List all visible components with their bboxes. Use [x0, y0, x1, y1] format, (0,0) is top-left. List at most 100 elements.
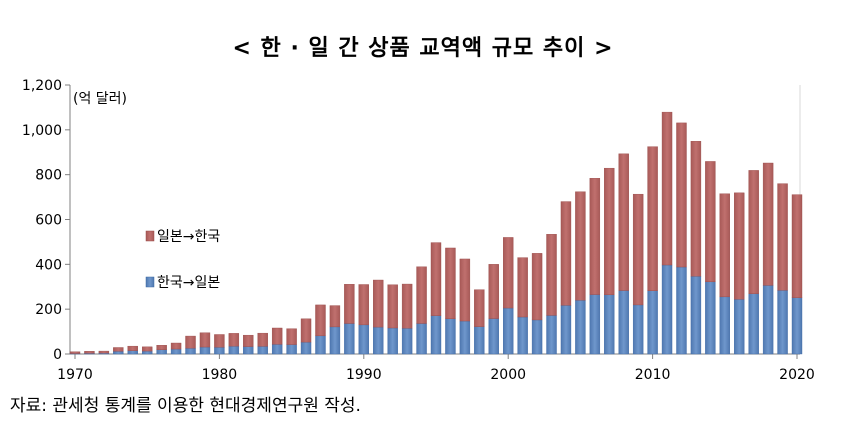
bar-korea-to-japan — [329, 326, 341, 355]
unit-label: (억 달러) — [73, 91, 127, 107]
bar-korea-to-japan — [286, 344, 297, 355]
bar-japan-to-korea — [575, 191, 586, 301]
bar-japan-to-korea — [647, 146, 658, 291]
bar-korea-to-japan — [430, 315, 442, 355]
bar-japan-to-korea — [546, 234, 557, 316]
bar-korea-to-japan — [762, 285, 774, 355]
bar-korea-to-japan — [141, 350, 153, 355]
bar-japan-to-korea — [560, 201, 572, 306]
bar-korea-to-japan — [300, 341, 312, 355]
bar-korea-to-japan — [661, 264, 673, 355]
bar-korea-to-japan — [791, 297, 803, 355]
source-note: 자료: 관세청 통계를 이용한 현대경제연구원 작성. — [10, 396, 361, 416]
bar-japan-to-korea — [517, 257, 528, 318]
bar-japan-to-korea — [604, 167, 615, 296]
bar-japan-to-korea — [141, 346, 153, 352]
bar-japan-to-korea — [329, 305, 341, 328]
bar-korea-to-japan — [734, 299, 745, 355]
bar-korea-to-japan — [546, 315, 557, 355]
bar-japan-to-korea — [690, 141, 702, 277]
bar-korea-to-japan — [632, 304, 644, 355]
chart-axes: 0 200 400 600 800 1,000 1,200 1970 1980 1990 2000 2… — [22, 78, 815, 383]
bar-japan-to-korea — [445, 247, 456, 320]
bar-japan-to-korea — [387, 284, 398, 329]
bar-japan-to-korea — [170, 342, 182, 350]
chart-bars — [69, 111, 803, 355]
bar-japan-to-korea — [661, 111, 673, 266]
bar-korea-to-japan — [488, 318, 499, 355]
bar-korea-to-japan — [315, 335, 326, 355]
bar-korea-to-japan — [170, 348, 182, 355]
bar-japan-to-korea — [271, 327, 283, 345]
bar-japan-to-korea — [185, 335, 196, 349]
bar-japan-to-korea — [416, 266, 427, 324]
x-tick-label: 2000 — [490, 367, 526, 383]
y-tick-label: 1,000 — [22, 123, 62, 139]
bar-japan-to-korea — [156, 345, 167, 350]
bar-japan-to-korea — [531, 253, 543, 321]
bar-japan-to-korea — [243, 334, 254, 347]
bar-korea-to-japan — [618, 290, 629, 355]
bar-japan-to-korea — [762, 162, 774, 286]
bar-japan-to-korea — [98, 350, 110, 354]
bar-japan-to-korea — [401, 283, 413, 329]
x-tick-label: 1990 — [346, 367, 382, 383]
bar-korea-to-japan — [199, 346, 211, 355]
bar-korea-to-japan — [344, 323, 355, 355]
y-tick-label: 600 — [35, 213, 62, 229]
bar-korea-to-japan — [719, 296, 730, 355]
bar-japan-to-korea — [228, 333, 240, 347]
bar-japan-to-korea — [69, 351, 81, 354]
bar-japan-to-korea — [344, 284, 355, 324]
bar-korea-to-japan — [459, 320, 471, 355]
y-tick-label: 0 — [53, 347, 62, 363]
bar-korea-to-japan — [387, 327, 398, 355]
bar-korea-to-japan — [589, 294, 601, 355]
bar-korea-to-japan — [271, 344, 283, 355]
bar-korea-to-japan — [690, 276, 702, 355]
bar-japan-to-korea — [748, 170, 759, 294]
bar-japan-to-korea — [358, 284, 369, 326]
bar-japan-to-korea — [618, 153, 629, 291]
x-tick-label: 1980 — [202, 367, 238, 383]
bar-japan-to-korea — [632, 193, 644, 306]
bar-japan-to-korea — [127, 345, 138, 351]
bar-korea-to-japan — [127, 350, 138, 355]
y-tick-label: 200 — [35, 302, 62, 318]
bar-japan-to-korea — [791, 194, 803, 298]
legend-korea-to-japan-swatch — [145, 276, 155, 288]
bar-korea-to-japan — [416, 323, 427, 355]
bar-korea-to-japan — [503, 307, 514, 355]
bar-japan-to-korea — [459, 258, 471, 322]
bar-japan-to-korea — [315, 304, 326, 337]
bar-japan-to-korea — [257, 332, 268, 347]
bar-korea-to-japan — [575, 300, 586, 355]
chart-title: < 한 · 일 간 상품 교역액 규모 추이 > — [232, 36, 614, 61]
bar-japan-to-korea — [719, 193, 730, 298]
y-tick-label: 800 — [35, 168, 62, 184]
bar-japan-to-korea — [705, 161, 716, 283]
bar-japan-to-korea — [84, 351, 95, 354]
bar-korea-to-japan — [113, 351, 124, 355]
bar-korea-to-japan — [373, 326, 384, 355]
bar-korea-to-japan — [560, 305, 572, 355]
bar-japan-to-korea — [430, 242, 442, 316]
bar-japan-to-korea — [113, 347, 124, 352]
bar-korea-to-japan — [156, 349, 167, 355]
bar-japan-to-korea — [589, 178, 601, 295]
bar-korea-to-japan — [214, 347, 225, 355]
bar-japan-to-korea — [300, 318, 312, 343]
bar-korea-to-japan — [647, 290, 658, 355]
bar-korea-to-japan — [517, 316, 528, 355]
bar-chart: 0 200 400 600 800 1,000 1,200 1970 1980 1990 2000 2… — [22, 78, 815, 383]
bar-japan-to-korea — [503, 237, 514, 309]
bar-korea-to-japan — [705, 281, 716, 355]
x-tick-label: 1970 — [57, 367, 93, 383]
bar-korea-to-japan — [748, 293, 759, 355]
bar-japan-to-korea — [214, 334, 225, 348]
bar-korea-to-japan — [445, 318, 456, 355]
bar-japan-to-korea — [286, 328, 297, 345]
bar-korea-to-japan — [185, 347, 196, 355]
bar-korea-to-japan — [243, 346, 254, 355]
